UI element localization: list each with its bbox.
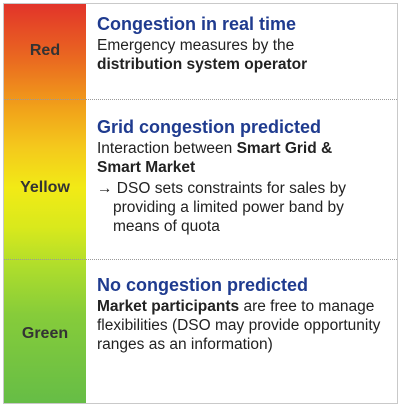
row-green-content: No congestion predicted Market participa… [97, 274, 395, 354]
row-yellow-text-bold-2: Smart Market [97, 159, 196, 176]
row-yellow-title: Grid congestion predicted [97, 117, 322, 137]
row-green-text: Market participants are free to manage f… [97, 297, 387, 354]
row-green-text-plain: are free to manage flexibilities (DSO ma… [97, 298, 381, 353]
row-red-content: Congestion in real time Emergency measur… [97, 13, 395, 74]
row-red-text-2: distribution system operator [97, 56, 308, 73]
level-label-red: Red [29, 42, 61, 59]
row-divider-red-yellow [4, 99, 397, 100]
row-green-text-bold: Market participants [97, 298, 240, 315]
row-yellow-bullet: → DSO sets constraints for sales by prov… [97, 180, 346, 235]
row-yellow-text-line-1: Interaction between Smart Grid & [97, 139, 395, 158]
row-divider-yellow-green [4, 259, 397, 260]
row-yellow-text-bold-1: Smart Grid & [236, 140, 333, 157]
row-green-title: No congestion predicted [97, 275, 309, 295]
traffic-light-gradient-bar [4, 4, 86, 403]
traffic-light-table: Red Congestion in real time Emergency me… [3, 3, 398, 404]
row-red-text-1: Emergency measures by the [97, 37, 295, 54]
row-red-title: Congestion in real time [97, 14, 297, 34]
level-label-yellow: Yellow [20, 179, 70, 196]
row-yellow-text-plain: Interaction between [97, 140, 237, 157]
row-yellow-content: Grid congestion predicted Interaction be… [97, 116, 395, 236]
level-label-green: Green [21, 325, 69, 342]
